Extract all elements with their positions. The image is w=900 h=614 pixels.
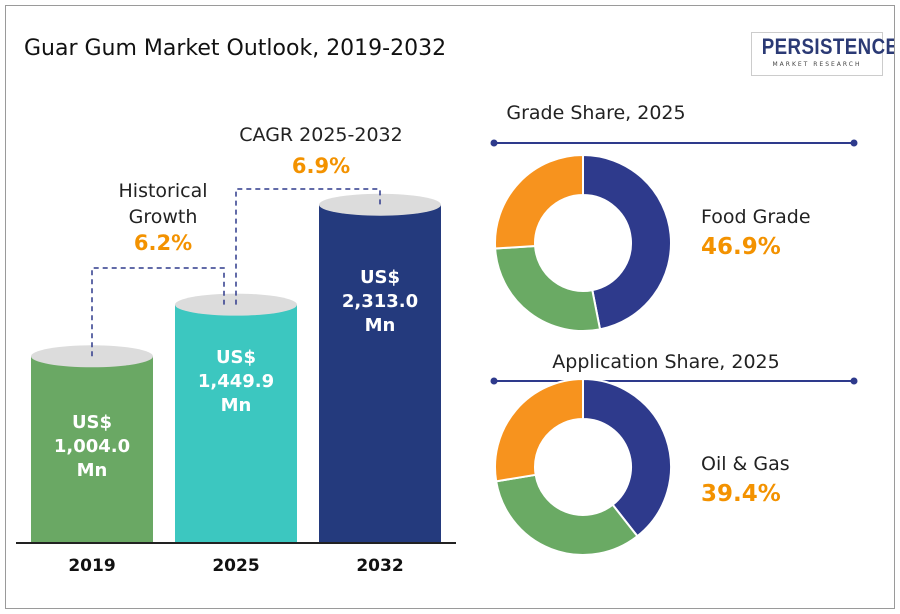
- historical-label: Historical Growth 6.2%: [108, 178, 218, 256]
- page-title: Guar Gum Market Outlook, 2019-2032: [24, 36, 447, 61]
- grade-donut-slice-0: [582, 153, 672, 331]
- x-tick-2019: 2019: [68, 556, 116, 576]
- bar-label-2025: US$ 1,449.9 Mn: [175, 346, 297, 418]
- bar-label-unit: Mn: [364, 315, 396, 336]
- bar-label-unit: Mn: [76, 460, 108, 481]
- grade-highlight-label: Food Grade: [701, 206, 811, 228]
- grade-donut-slice-2: [494, 153, 584, 250]
- grade-donut-slice-1: [494, 244, 602, 332]
- historical-connector: [91, 267, 225, 357]
- historical-label-line2: Growth: [128, 206, 198, 228]
- application-donut-slice-2: [494, 377, 584, 483]
- bar-label-currency: US$: [71, 412, 113, 433]
- bar-2025: [175, 304, 297, 542]
- x-tick-2025: 2025: [212, 556, 260, 576]
- application-divider-dot-right: [850, 377, 858, 385]
- bar-label-currency: US$: [215, 347, 257, 368]
- logo-sub: MARKET RESEARCH: [772, 61, 862, 68]
- application-donut-slice-1: [495, 473, 639, 556]
- historical-label-line1: Historical: [118, 180, 208, 202]
- bar-label-value: 1,449.9: [197, 371, 275, 392]
- bar-2019: [31, 356, 153, 542]
- bar-label-value: 2,313.0: [341, 291, 419, 312]
- grade-divider-dot-right: [850, 139, 858, 147]
- bar-top-2032: [319, 193, 441, 216]
- bar-2032: [319, 204, 441, 543]
- application-highlight-label: Oil & Gas: [701, 453, 790, 475]
- bar-label-2032: US$ 2,313.0 Mn: [319, 266, 441, 338]
- grade-divider-dot-left: [490, 139, 498, 147]
- chart-canvas: [16, 139, 858, 556]
- grade-share-title: Grade Share, 2025: [506, 102, 686, 124]
- bar-label-value: 1,004.0: [53, 436, 131, 457]
- cagr-value: 6.9%: [291, 154, 351, 178]
- bar-label-currency: US$: [359, 267, 401, 288]
- cagr-connector: [235, 188, 381, 305]
- application-highlight-value: 39.4%: [701, 481, 781, 507]
- x-tick-2032: 2032: [356, 556, 404, 576]
- application-share-title: Application Share, 2025: [552, 351, 780, 373]
- application-donut-slice-0: [582, 377, 672, 538]
- logo: PERSISTENCE MARKET RESEARCH: [751, 32, 895, 76]
- bar-label-unit: Mn: [220, 395, 252, 416]
- logo-word: PERSISTENCE: [761, 34, 895, 59]
- cagr-label: CAGR 2025-2032: [239, 124, 403, 146]
- bar-label-2019: US$ 1,004.0 Mn: [31, 411, 153, 483]
- grade-highlight-value: 46.9%: [701, 234, 781, 260]
- application-divider-dot-left: [490, 377, 498, 385]
- infographic: Guar Gum Market Outlook, 2019-2032 PERSI…: [5, 5, 895, 609]
- historical-value: 6.2%: [133, 231, 193, 255]
